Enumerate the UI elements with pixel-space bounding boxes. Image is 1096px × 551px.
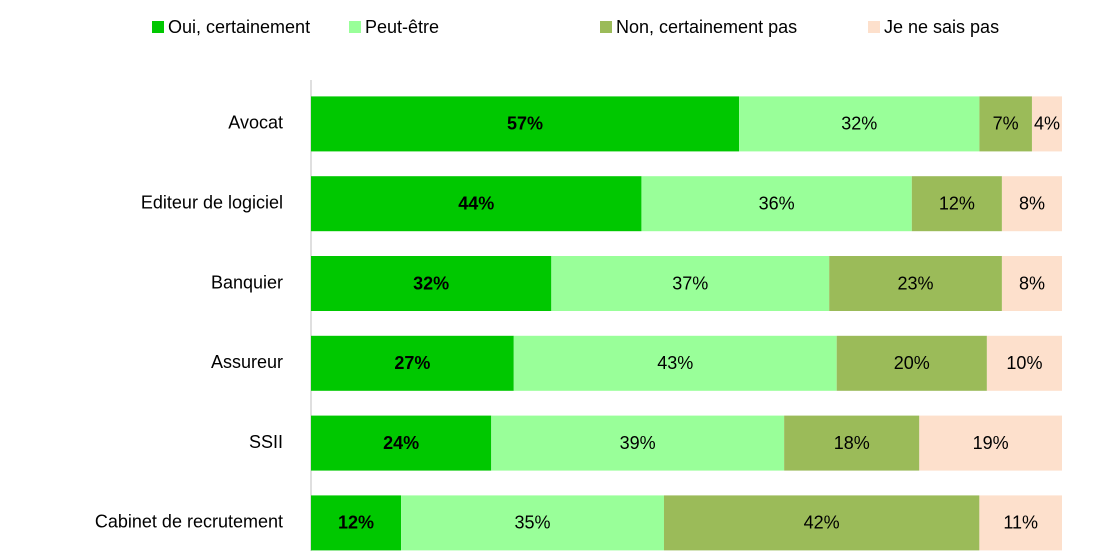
value-label: 44% xyxy=(458,193,494,213)
value-label: 23% xyxy=(898,273,934,293)
category-label: Assureur xyxy=(211,352,283,372)
bar-segment xyxy=(1001,256,1062,311)
bar-segment xyxy=(1031,96,1062,152)
bar-segment xyxy=(513,335,837,391)
value-label: 10% xyxy=(1006,353,1042,373)
value-label: 32% xyxy=(413,273,449,293)
bar-segment xyxy=(491,415,785,471)
value-label: 35% xyxy=(515,513,551,533)
bar-segment xyxy=(911,176,1002,232)
bar-segment xyxy=(739,96,980,152)
bar-segment xyxy=(836,335,987,391)
bar-segment xyxy=(829,256,1002,311)
value-label: 8% xyxy=(1019,273,1045,293)
legend-label: Non, certainement pas xyxy=(616,17,797,37)
value-label: 11% xyxy=(1003,513,1038,533)
value-label: 18% xyxy=(834,433,870,453)
value-label: 7% xyxy=(993,114,1019,134)
legend-swatch xyxy=(152,21,164,33)
legend-swatch xyxy=(349,21,361,33)
legend-label: Je ne sais pas xyxy=(884,17,999,37)
bar-segment xyxy=(919,415,1062,471)
bar-segment xyxy=(311,335,514,391)
value-label: 32% xyxy=(841,114,877,134)
value-label: 39% xyxy=(620,433,656,453)
bar-segment xyxy=(784,415,920,471)
bar-segment xyxy=(311,96,740,152)
value-label: 8% xyxy=(1019,193,1045,213)
category-label: Avocat xyxy=(228,113,283,133)
value-label: 27% xyxy=(394,353,430,373)
category-label: Cabinet de recrutement xyxy=(95,512,283,532)
bar-segment xyxy=(1001,176,1062,232)
value-label: 12% xyxy=(338,513,374,533)
bar-segment xyxy=(641,176,912,232)
value-label: 4% xyxy=(1034,114,1060,134)
category-label: Editeur de logiciel xyxy=(141,192,283,212)
value-label: 43% xyxy=(657,353,693,373)
bar-segment xyxy=(311,415,492,471)
value-label: 42% xyxy=(804,513,840,533)
value-label: 57% xyxy=(507,114,543,134)
legend-swatch xyxy=(868,21,880,33)
bar-segment xyxy=(311,256,552,311)
bar-segment xyxy=(979,96,1032,152)
value-label: 12% xyxy=(939,193,975,213)
bar-segment xyxy=(311,495,402,551)
value-label: 24% xyxy=(383,433,419,453)
bar-segment xyxy=(311,176,642,232)
legend-label: Peut-être xyxy=(365,17,439,37)
value-label: 37% xyxy=(672,273,708,293)
bar-segment xyxy=(986,335,1062,391)
category-label: Banquier xyxy=(211,272,283,292)
bar-segment xyxy=(551,256,830,311)
value-label: 19% xyxy=(973,433,1009,453)
value-label: 20% xyxy=(894,353,930,373)
legend-label: Oui, certainement xyxy=(168,17,310,37)
bar-segment xyxy=(401,495,664,551)
value-label: 36% xyxy=(759,193,795,213)
bar-segment xyxy=(979,495,1062,551)
category-label: SSII xyxy=(249,432,283,452)
legend-swatch xyxy=(600,21,612,33)
bar-segment xyxy=(663,495,980,551)
